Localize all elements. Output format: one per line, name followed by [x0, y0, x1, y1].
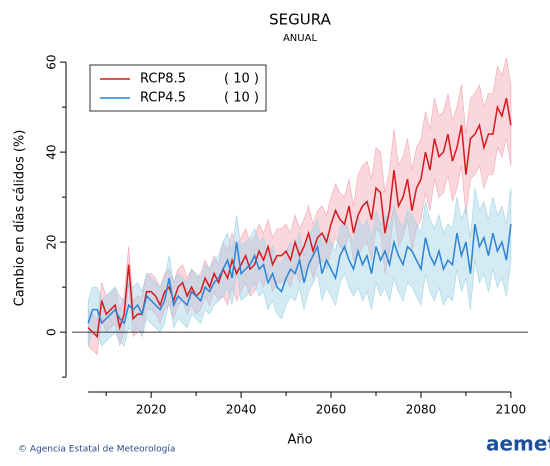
legend-count: ( 10 ): [224, 72, 259, 87]
y-tick-label: 60: [45, 54, 59, 69]
chart-subtitle: ANUAL: [283, 33, 317, 44]
x-tick-label: 2100: [496, 403, 527, 417]
range-band: [87, 57, 512, 356]
x-tick-label: 2060: [316, 403, 347, 417]
y-tick-label: 40: [45, 144, 59, 159]
y-axis-label: Cambio en días cálidos (%): [13, 130, 28, 307]
legend-label: RCP8.5: [140, 72, 186, 87]
x-axis-label: Año: [287, 433, 312, 448]
chart-title: SEGURA: [269, 11, 331, 29]
y-tick-label: 20: [45, 234, 59, 249]
range-band: [87, 188, 512, 347]
series-line: [87, 223, 512, 325]
footer-credit: © Agencia Estatal de Meteorología: [18, 445, 175, 455]
x-tick-label: 2040: [226, 403, 257, 417]
legend-count: ( 10 ): [224, 91, 259, 106]
footer-logo: aemet: [486, 432, 550, 456]
series-line: [87, 97, 512, 339]
x-tick-label: 2020: [136, 403, 167, 417]
y-tick-label: 0: [45, 328, 59, 336]
legend-label: RCP4.5: [140, 91, 186, 106]
x-tick-label: 2080: [406, 403, 437, 417]
legend-box: [89, 64, 267, 112]
